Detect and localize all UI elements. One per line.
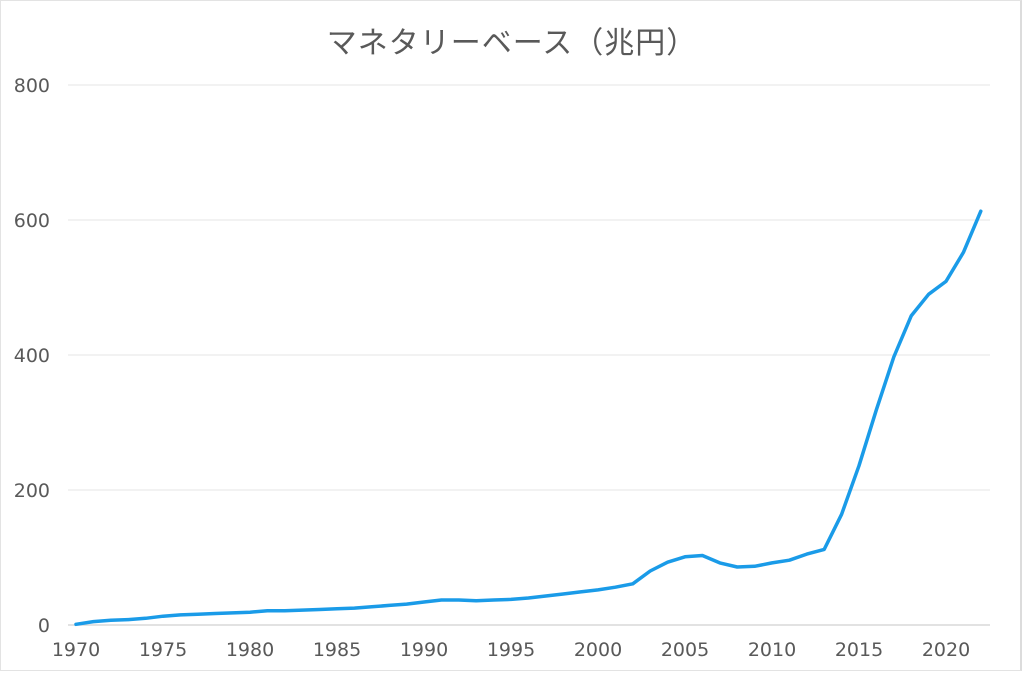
chart-title: マネタリーベース（兆円） [326,26,698,61]
x-tick-label: 1985 [313,639,361,661]
y-tick-label: 800 [14,75,50,97]
x-tick-label: 2000 [574,639,622,661]
x-tick-label: 2010 [748,639,796,661]
gridlines [68,84,990,626]
y-tick-label: 0 [38,615,50,637]
y-tick-label: 600 [14,210,50,232]
x-tick-label: 2015 [835,639,883,661]
y-tick-label: 400 [14,345,50,367]
x-tick-label: 1990 [400,639,448,661]
x-tick-label: 2005 [661,639,709,661]
x-tick-label: 1975 [139,639,187,661]
x-tick-label: 2020 [922,639,970,661]
x-tick-label: 1980 [226,639,274,661]
x-tick-label: 1970 [52,639,100,661]
x-axis-labels: 1970 1975 1980 1985 1990 1995 2000 2005 2010 2015… [52,639,970,661]
x-tick-label: 1995 [487,639,535,661]
data-line [74,209,983,627]
y-axis-labels: 0 200 400 600 800 [14,75,50,637]
y-tick-label: 200 [14,480,50,502]
